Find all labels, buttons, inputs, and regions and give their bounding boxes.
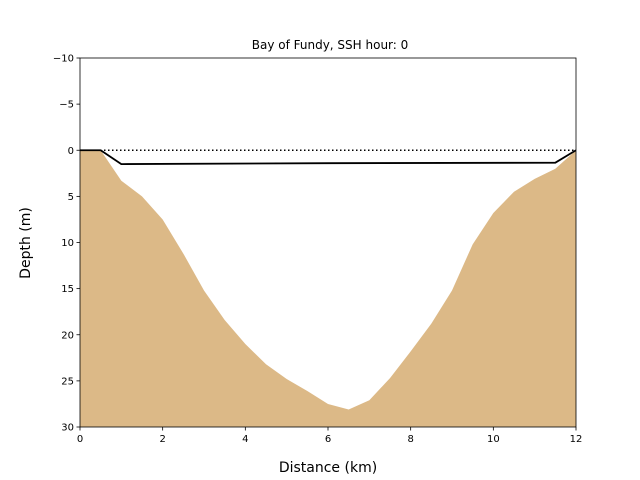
x-tick-label: 2 [159, 434, 165, 445]
y-tick-label: 20 [61, 330, 74, 341]
x-tick-label: 8 [407, 434, 413, 445]
x-tick-label: 0 [77, 434, 83, 445]
x-axis-title: Distance (km) [279, 460, 377, 476]
chart-title: Bay of Fundy, SSH hour: 0 [252, 38, 409, 52]
axes: 0 2 4 6 8 10 12 −10 −5 0 5 10 15 20 25 30 [53, 54, 582, 445]
y-tick-label: 25 [61, 376, 74, 387]
y-tick-label: −5 [59, 100, 74, 111]
x-tick-label: 10 [487, 434, 500, 445]
bathymetry-area [80, 150, 576, 427]
y-tick-label: 30 [61, 423, 74, 434]
x-tick-label: 6 [325, 434, 331, 445]
y-tick-label: 15 [61, 284, 74, 295]
x-tick-label: 4 [242, 434, 248, 445]
y-tick-label: 10 [61, 238, 74, 249]
y-tick-label: 0 [68, 146, 74, 157]
x-tick-label: 12 [570, 434, 583, 445]
plot-area [80, 149, 576, 427]
y-axis-title: Depth (m) [18, 207, 34, 279]
y-tick-label: −10 [53, 54, 74, 65]
y-tick-label: 5 [68, 192, 74, 203]
